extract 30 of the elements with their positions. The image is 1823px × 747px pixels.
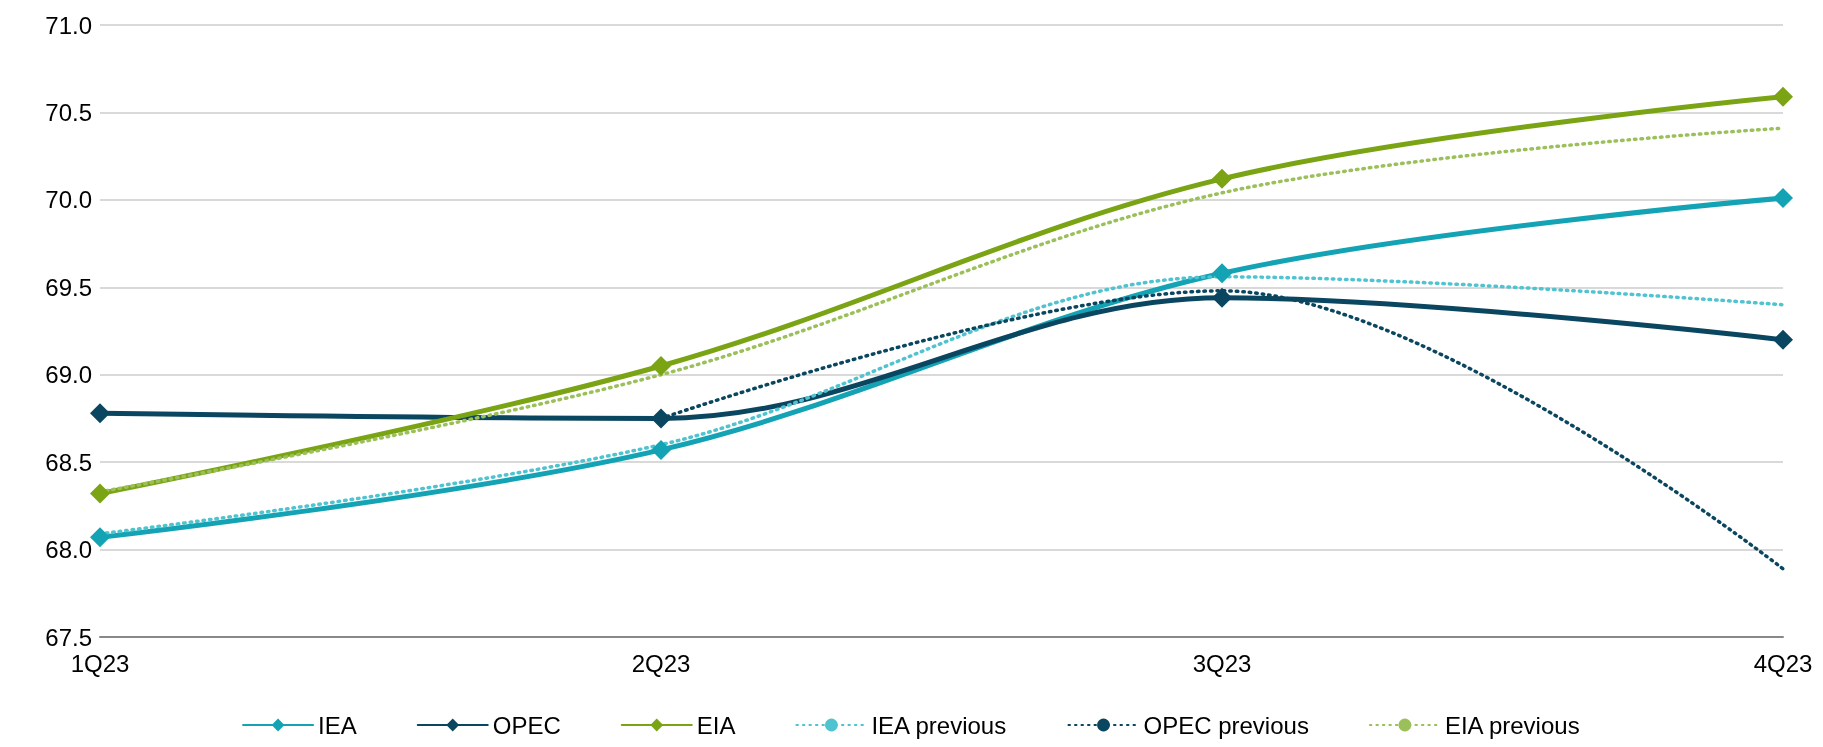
legend-label: EIA (696, 711, 736, 739)
y-tick-label: 70.5 (45, 98, 92, 126)
y-tick-label: 68.5 (45, 448, 92, 476)
point (651, 439, 671, 460)
legend-label: IEA previous (871, 711, 1007, 739)
y-tick-label: 69.5 (45, 273, 92, 301)
x-tick-label: 2Q23 (631, 649, 691, 677)
legend-label: EIA previous (1444, 711, 1580, 739)
y-tick-label: 67.5 (45, 623, 92, 651)
legend-label: OPEC previous (1143, 711, 1309, 739)
legend-label: OPEC (492, 711, 561, 739)
x-tick-label: 3Q23 (1192, 649, 1252, 677)
point (1773, 329, 1793, 350)
x-tick-label: 1Q23 (70, 649, 130, 677)
point (651, 408, 671, 429)
y-tick-label: 70.0 (45, 186, 92, 214)
point (651, 355, 671, 376)
legend-label: IEA (318, 711, 357, 739)
y-tick-label: 68.0 (45, 536, 92, 564)
y-tick-label: 69.0 (45, 361, 92, 389)
x-tick-label: 4Q23 (1753, 649, 1813, 677)
point (1212, 168, 1232, 189)
point (90, 527, 110, 548)
point (1212, 287, 1232, 308)
point (1773, 188, 1793, 209)
point (1212, 263, 1232, 284)
point (1773, 86, 1793, 107)
point (90, 403, 110, 424)
y-tick-label: 71.0 (45, 11, 92, 39)
point (90, 483, 110, 504)
